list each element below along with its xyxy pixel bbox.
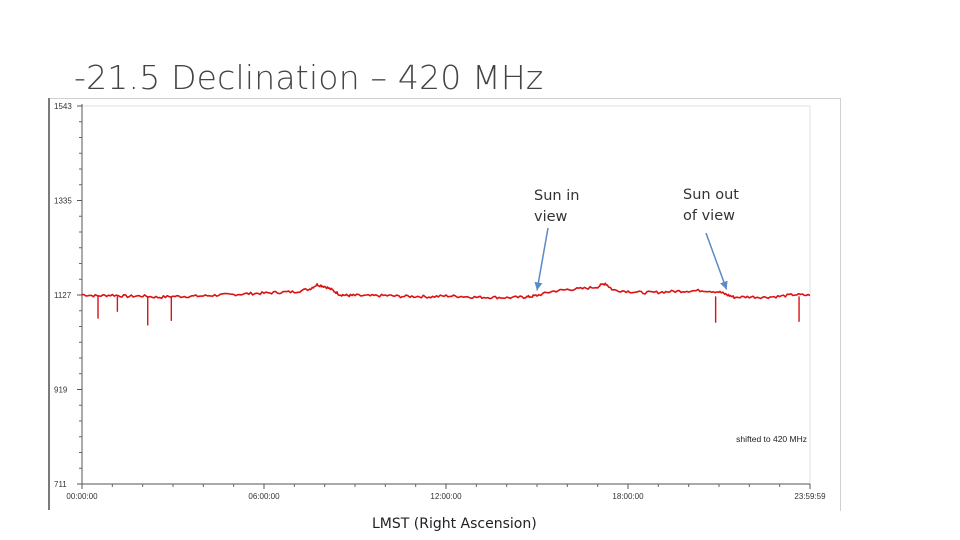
annotation-sun-in: Sun in view (534, 188, 580, 225)
y-tick-label: 1543 (54, 102, 72, 111)
x-tick-label: 18:00:00 (612, 492, 644, 501)
chart-left-border (48, 98, 50, 510)
annotation-arrow-sun_out (705, 232, 728, 290)
annotation-arrowhead-sun_in (534, 281, 543, 291)
x-tick-label: 06:00:00 (248, 492, 280, 501)
x-tick-label: 12:00:00 (430, 492, 462, 501)
x-tick-label: 00:00:00 (66, 492, 98, 501)
annotation-arrow-sun_in (536, 227, 549, 291)
x-tick-label: 23:59:59 (794, 492, 826, 501)
y-tick-label: 1335 (54, 197, 72, 206)
y-tick-label: 919 (54, 386, 68, 395)
annotation-sun-out: Sun out of view (683, 187, 739, 224)
annotation-arrowhead-sun_out (720, 280, 728, 290)
chart-frame (48, 98, 841, 511)
y-tick-label: 711 (54, 480, 67, 489)
chart-note: shifted to 420 MHz (736, 434, 807, 444)
series-line (82, 282, 811, 300)
y-tick-label: 1127 (54, 291, 72, 300)
slide-title: -21.5 Declination – 420 MHz (74, 58, 544, 97)
x-axis-label: LMST (Right Ascension) (372, 516, 537, 532)
